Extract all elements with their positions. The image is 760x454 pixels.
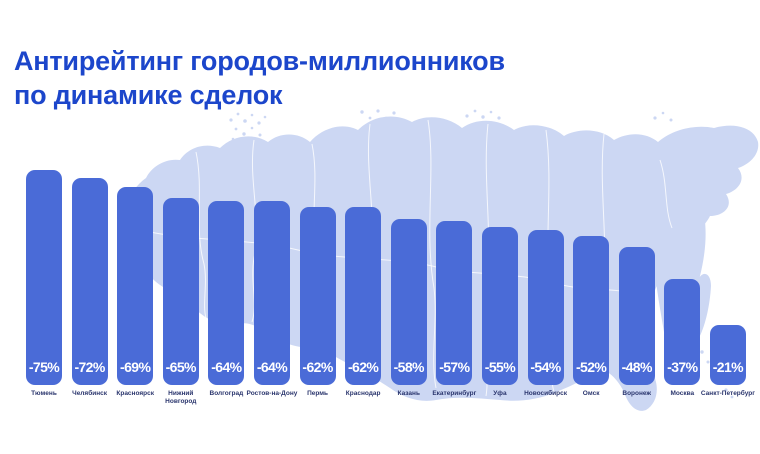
bar: -65% xyxy=(162,198,199,385)
bar: -64% xyxy=(208,201,245,385)
bar-group: -52% Омск xyxy=(573,236,610,397)
bar-value-label: -75% xyxy=(28,359,60,375)
bar-group: -37% Москва xyxy=(664,279,701,397)
bar-value-label: -52% xyxy=(575,359,607,375)
bar-value-label: -72% xyxy=(74,359,105,375)
bar-chart: -75% Тюмень -72% Челябинск -69% Краснояр… xyxy=(26,170,755,405)
city-label: Москва xyxy=(670,390,695,397)
bar: -64% xyxy=(253,201,290,385)
bar: -75% xyxy=(26,170,62,385)
bar-group: -72% Челябинск xyxy=(71,178,108,397)
bar-group: -69% Красноярск xyxy=(116,187,154,397)
city-label: Омск xyxy=(582,390,600,397)
bar-value-label: -69% xyxy=(120,359,151,375)
bar: -58% xyxy=(390,219,427,385)
bar: -57% xyxy=(436,221,473,385)
bar: -62% xyxy=(345,207,382,385)
bar-group: -64% Ростов-на-Дону xyxy=(247,201,297,397)
city-label: Волгоград xyxy=(209,390,244,397)
chart-title: Антирейтинг городов-миллионников по дина… xyxy=(14,46,505,110)
bar-value-label: -65% xyxy=(165,359,197,375)
bar-value-label: -64% xyxy=(256,359,288,375)
bar-value-label: -57% xyxy=(439,359,470,375)
city-label: Краснодар xyxy=(345,390,381,397)
bar-group: -55% Уфа xyxy=(481,227,518,397)
city-label: Пермь xyxy=(307,390,329,397)
bar-value-label: -54% xyxy=(530,359,561,375)
bar: -54% xyxy=(527,230,564,385)
city-label: Нижний Новгород xyxy=(165,390,197,405)
bar-group: -64% Волгоград xyxy=(208,201,245,397)
city-label: Уфа xyxy=(493,390,507,397)
bar: -52% xyxy=(573,236,610,385)
city-label: Красноярск xyxy=(116,390,154,397)
bar-group: -65% Нижний Новгород xyxy=(162,198,199,405)
bar-value-label: -64% xyxy=(211,359,242,375)
city-label: Санкт-Петербург xyxy=(700,390,755,397)
city-label: Воронеж xyxy=(622,390,652,397)
bar-value-label: -55% xyxy=(484,359,516,375)
bar-group: -62% Пермь xyxy=(299,207,336,397)
bar: -72% xyxy=(71,178,108,385)
bar-group: -57% Екатеринбург xyxy=(432,221,476,397)
bar: -69% xyxy=(117,187,154,385)
city-label: Казань xyxy=(397,390,420,397)
bar-value-label: -37% xyxy=(667,359,698,375)
bar-group: -48% Воронеж xyxy=(618,247,655,397)
arctic-islands-dots xyxy=(229,109,734,399)
bar: -37% xyxy=(664,279,701,385)
city-label: Тюмень xyxy=(31,390,57,397)
bar-value-label: -62% xyxy=(348,359,379,375)
bar: -55% xyxy=(481,227,518,385)
bar-value-label: -21% xyxy=(712,359,744,375)
city-label: Екатеринбург xyxy=(432,390,477,397)
bar-value-label: -58% xyxy=(393,359,425,375)
bar: -48% xyxy=(618,247,655,385)
bar-group: -54% Новосибирск xyxy=(524,230,567,397)
bar-group: -62% Краснодар xyxy=(345,207,382,397)
bar: -62% xyxy=(299,207,336,385)
city-label: Ростов-на-Дону xyxy=(246,390,298,397)
bar-group: -58% Казань xyxy=(390,219,427,397)
city-label: Новосибирск xyxy=(524,390,567,397)
bar-group: -21% Санкт-Петербург xyxy=(701,325,755,397)
bar-value-label: -62% xyxy=(302,359,333,375)
city-label: Челябинск xyxy=(72,390,108,397)
bar: -21% xyxy=(709,325,746,385)
bar-group: -75% Тюмень xyxy=(26,170,62,397)
bar-value-label: -48% xyxy=(621,359,653,375)
